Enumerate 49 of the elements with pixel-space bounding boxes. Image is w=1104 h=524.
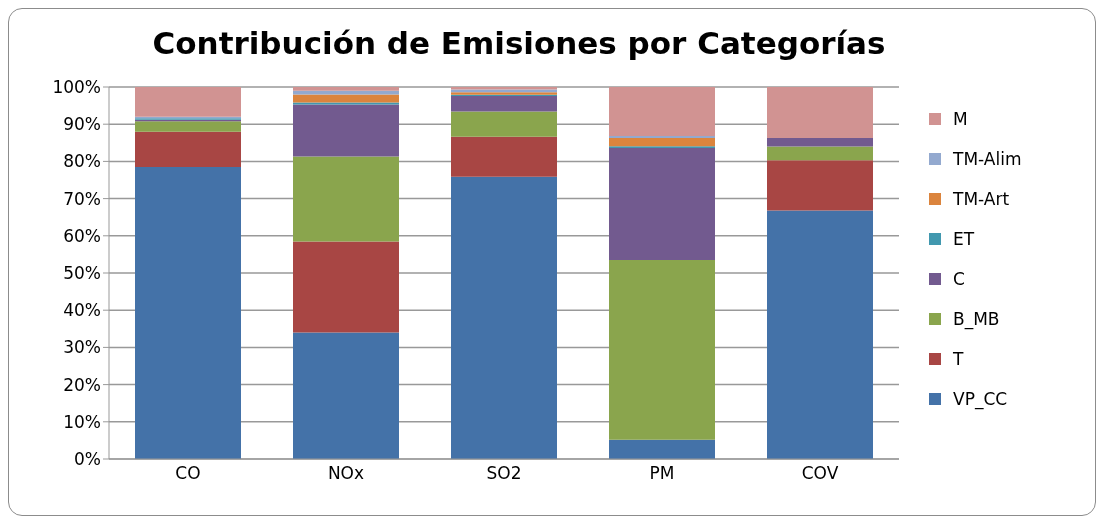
bar <box>609 439 715 459</box>
x-tick-label: COV <box>801 463 839 484</box>
y-tick-label: 70% <box>63 188 101 209</box>
legend-label: VP_CC <box>953 389 1008 409</box>
bar <box>293 87 399 91</box>
y-tick-label: 50% <box>63 263 101 284</box>
x-tick-label: NOx <box>327 463 365 484</box>
bar <box>451 111 557 137</box>
bar <box>135 121 241 132</box>
bar <box>609 259 715 440</box>
chart-title: Contribución de Emisiones por Categorías <box>151 25 887 61</box>
y-tick-label: 90% <box>63 114 101 135</box>
bar <box>767 137 873 147</box>
legend-label: TM-Alim <box>953 149 1022 169</box>
bar <box>451 95 557 112</box>
bar <box>293 94 399 103</box>
y-tick-label: 80% <box>63 151 101 172</box>
bar <box>293 104 399 157</box>
bar <box>767 210 873 459</box>
x-tick-label: SO2 <box>486 463 522 484</box>
x-tick-label: CO <box>175 463 201 484</box>
y-tick-label: 20% <box>63 374 101 395</box>
bar <box>451 136 557 177</box>
bar <box>767 146 873 161</box>
y-tick-label: 60% <box>63 225 101 246</box>
y-tick-label: 100% <box>52 77 101 98</box>
bar <box>135 87 241 117</box>
y-tick-label: 40% <box>63 300 101 321</box>
legend-label: T <box>953 349 964 369</box>
legend-label: B_MB <box>953 309 1000 329</box>
y-tick-label: 10% <box>63 411 101 432</box>
x-tick-label: PM <box>649 463 675 484</box>
bar <box>609 148 715 260</box>
y-tick-label: 30% <box>63 337 101 358</box>
bar <box>135 166 241 459</box>
legend-label: C <box>953 269 965 289</box>
legend-label: TM-Art <box>953 189 1010 209</box>
bar <box>609 137 715 147</box>
bar <box>451 176 557 459</box>
bar <box>767 87 873 138</box>
legend-label: ET <box>953 229 975 249</box>
y-tick-label: 0% <box>74 449 101 470</box>
bar <box>293 241 399 333</box>
bar <box>293 332 399 459</box>
legend-label: M <box>953 109 968 129</box>
bar <box>135 131 241 167</box>
bar <box>609 87 715 137</box>
bar <box>767 160 873 211</box>
bar <box>293 156 399 242</box>
